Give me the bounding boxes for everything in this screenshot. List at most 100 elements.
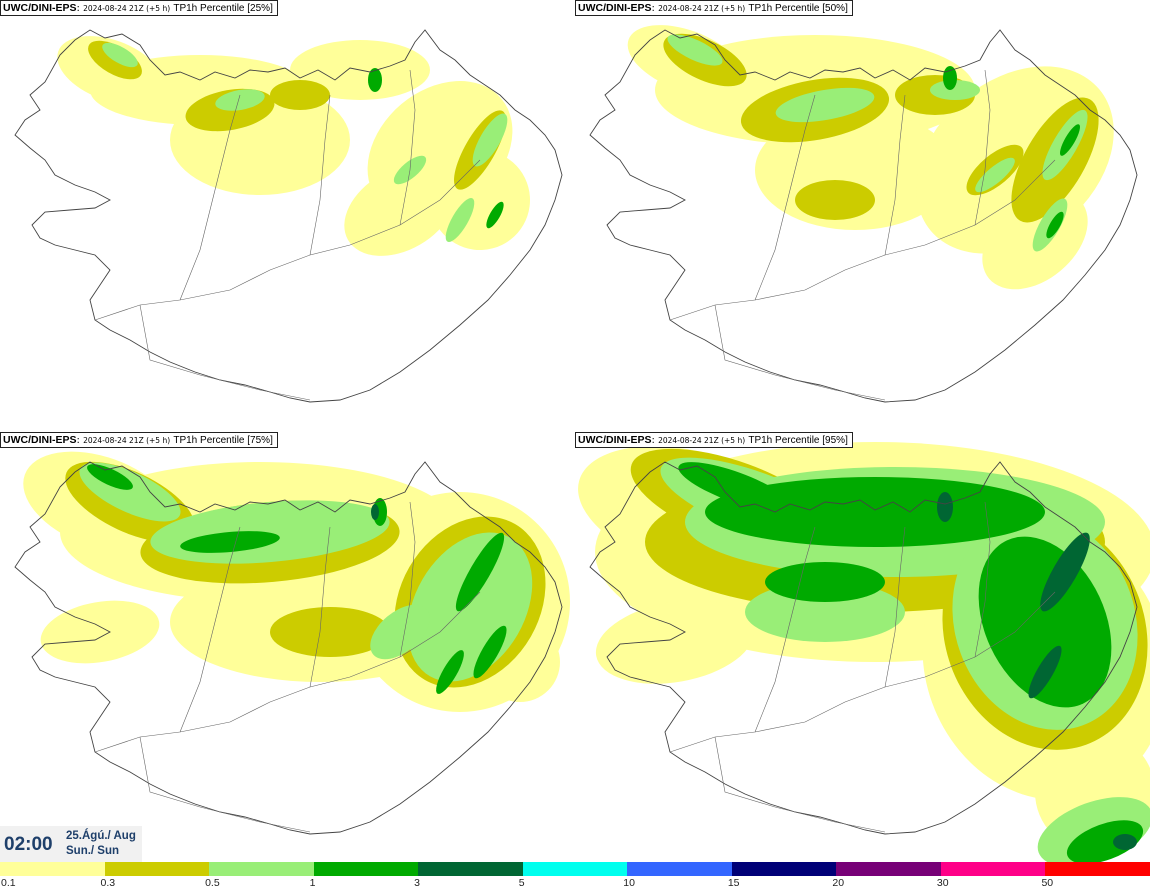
colorbar-segment xyxy=(1045,862,1150,876)
road-line xyxy=(139,304,311,401)
model-name: UWC/DINI-EPS xyxy=(578,2,652,14)
run-time: 2024-08-24 21Z (+5 h) xyxy=(83,436,171,445)
colorbar-segment xyxy=(104,862,210,876)
road-line xyxy=(669,159,1056,321)
colorbar-label: 20 xyxy=(832,877,845,889)
road-line xyxy=(669,591,1056,753)
valid-time-box: 02:00 25.Ágú./ Aug Sun./ Sun xyxy=(0,826,142,862)
road-line xyxy=(714,736,886,833)
precip-contour xyxy=(943,66,957,90)
variable-label: TP1h Percentile [75%] xyxy=(173,435,273,446)
model-name: UWC/DINI-EPS xyxy=(3,434,77,446)
precip-contour xyxy=(455,532,505,612)
precip-contour xyxy=(436,650,464,694)
colorbar-label: 30 xyxy=(936,877,949,889)
precip-contour xyxy=(368,68,382,92)
precip-contour xyxy=(486,201,504,229)
road-line xyxy=(309,526,331,688)
road-line xyxy=(974,501,991,658)
map-panel-p25: UWC/DINI-EPS: 2024-08-24 21Z (+5 h) TP1h… xyxy=(0,0,575,430)
road-line xyxy=(754,94,816,301)
colorbar-segment xyxy=(731,862,837,876)
colorbar-labels: 0.1 0.3 0.5 1 3 5 10 15 20 30 50 xyxy=(0,877,1150,891)
model-name: UWC/DINI-EPS xyxy=(3,2,77,14)
precip-contour xyxy=(344,164,456,256)
colorbar-label: 10 xyxy=(623,877,635,889)
road-line xyxy=(884,526,906,688)
road-line xyxy=(139,736,311,833)
valid-clock: 02:00 xyxy=(4,834,53,855)
colorbar-label: 5 xyxy=(518,877,525,889)
road-line xyxy=(754,526,816,733)
colorbar-segment xyxy=(836,862,942,876)
run-time: 2024-08-24 21Z (+5 h) xyxy=(658,4,746,13)
map-panel-p75: UWC/DINI-EPS: 2024-08-24 21Z (+5 h) TP1h… xyxy=(0,432,575,862)
precip-contour xyxy=(937,492,953,522)
precip-contour xyxy=(270,607,390,657)
colorbar-segment xyxy=(418,862,524,876)
precip-map xyxy=(578,442,1150,862)
precip-contour xyxy=(102,42,138,68)
precip-contour xyxy=(1040,532,1090,612)
road-line xyxy=(399,69,416,226)
run-time: 2024-08-24 21Z (+5 h) xyxy=(83,4,171,13)
precip-contour xyxy=(40,600,160,664)
coastline xyxy=(14,461,563,835)
colorbar-label: 50 xyxy=(1041,877,1054,889)
precip-contour xyxy=(745,582,905,642)
precip-contour xyxy=(1028,645,1062,699)
precip-contour xyxy=(1113,834,1137,850)
precip-map xyxy=(14,29,563,403)
precip-contour xyxy=(975,157,1015,193)
colorbar-segment xyxy=(313,862,419,876)
precip-contour xyxy=(765,562,885,602)
model-name: UWC/DINI-EPS xyxy=(578,434,652,446)
precip-map xyxy=(14,451,570,835)
panel-title: UWC/DINI-EPS: 2024-08-24 21Z (+5 h) TP1h… xyxy=(0,0,278,16)
colorbar-segment xyxy=(0,862,106,876)
precip-contour xyxy=(445,197,475,243)
road-line xyxy=(179,526,241,733)
precip-contour xyxy=(180,531,280,553)
colorbar-label: 1 xyxy=(309,877,316,889)
coastline xyxy=(589,29,1138,403)
road-line xyxy=(94,591,481,753)
valid-date: 25.Ágú./ Aug xyxy=(66,830,136,842)
panel-title: UWC/DINI-EPS: 2024-08-24 21Z (+5 h) TP1h… xyxy=(575,432,853,448)
colorbar-label: 3 xyxy=(414,877,421,889)
precip-contour xyxy=(775,87,875,123)
precip-contour xyxy=(1066,820,1144,862)
precip-contour xyxy=(978,536,1112,708)
precip-contour xyxy=(371,504,379,520)
precip-contour xyxy=(705,477,1045,547)
panel-title: UWC/DINI-EPS: 2024-08-24 21Z (+5 h) TP1h… xyxy=(0,432,278,448)
valid-day: Sun./ Sun xyxy=(66,845,120,857)
road-line xyxy=(94,159,481,321)
precip-contour xyxy=(215,89,265,111)
variable-label: TP1h Percentile [50%] xyxy=(748,3,848,14)
colorbar xyxy=(0,862,1150,876)
map-panel-p50: UWC/DINI-EPS: 2024-08-24 21Z (+5 h) TP1h… xyxy=(575,0,1150,430)
precip-contour xyxy=(270,80,330,110)
precip-contour xyxy=(87,464,133,490)
precip-contour xyxy=(795,180,875,220)
road-line xyxy=(974,69,991,226)
variable-label: TP1h Percentile [25%] xyxy=(173,3,273,14)
colorbar-label: 0.5 xyxy=(205,877,220,889)
precip-contour xyxy=(472,113,508,167)
panel-title: UWC/DINI-EPS: 2024-08-24 21Z (+5 h) TP1h… xyxy=(575,0,853,16)
map-panel-p95: UWC/DINI-EPS: 2024-08-24 21Z (+5 h) TP1h… xyxy=(575,432,1150,862)
precip-contour xyxy=(473,625,507,679)
road-line xyxy=(714,304,886,401)
precip-contour xyxy=(1046,211,1064,239)
variable-label: TP1h Percentile [95%] xyxy=(748,435,848,446)
coastline xyxy=(14,29,563,403)
colorbar-segment xyxy=(522,862,628,876)
precip-map xyxy=(589,25,1138,403)
road-line xyxy=(884,94,906,256)
road-line xyxy=(309,94,331,256)
road-line xyxy=(399,501,416,658)
run-time: 2024-08-24 21Z (+5 h) xyxy=(658,436,746,445)
precip-contour xyxy=(667,34,723,66)
precip-contour xyxy=(370,604,430,660)
